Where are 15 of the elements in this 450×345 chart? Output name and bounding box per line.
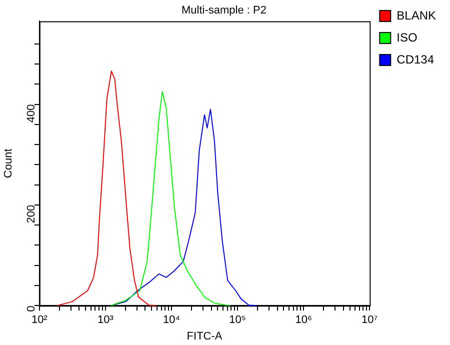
y-tick-label: 0 [25, 306, 38, 312]
x-tick-label: 10³ [97, 314, 114, 326]
chart-title: Multi-sample : P2 [182, 4, 266, 17]
x-tick-label: 10² [31, 314, 48, 326]
x-tick-label: 10⁵ [229, 314, 246, 326]
y-tick-label: 200 [25, 204, 38, 224]
y-axis-title: Count [2, 148, 15, 178]
legend-label: ISO [396, 30, 418, 44]
y-tick-label: 400 [25, 104, 38, 123]
x-tick-label: 10⁷ [362, 314, 378, 326]
legend-label: CD134 [396, 52, 434, 66]
legend-label: BLANK [396, 8, 436, 22]
x-tick-label: 10⁶ [295, 314, 312, 326]
x-tick-label: 10⁴ [163, 314, 180, 326]
x-axis-title: FITC-A [186, 330, 223, 342]
